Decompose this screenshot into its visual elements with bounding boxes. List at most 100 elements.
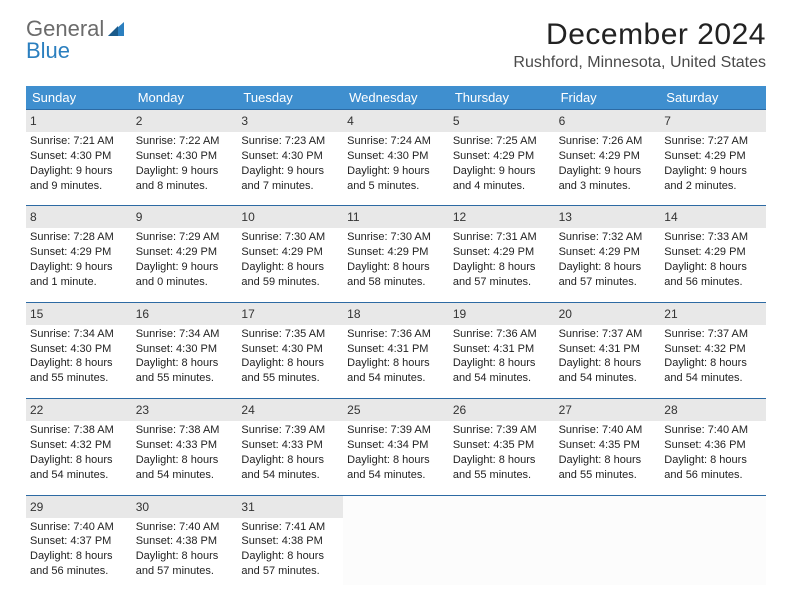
day-info: Sunrise: 7:23 AMSunset: 4:30 PMDaylight:… xyxy=(241,134,339,193)
sunrise-text: Sunrise: 7:28 AM xyxy=(30,230,128,245)
sunrise-text: Sunrise: 7:26 AM xyxy=(559,134,657,149)
sunrise-text: Sunrise: 7:36 AM xyxy=(347,327,445,342)
sunrise-text: Sunrise: 7:41 AM xyxy=(241,520,339,535)
day-number: 12 xyxy=(453,210,466,224)
day-number: 4 xyxy=(347,114,354,128)
sunrise-text: Sunrise: 7:40 AM xyxy=(664,423,762,438)
sunset-text: Sunset: 4:35 PM xyxy=(559,438,657,453)
sunrise-text: Sunrise: 7:38 AM xyxy=(30,423,128,438)
day-number-row: 9 xyxy=(132,206,238,228)
day-number: 7 xyxy=(664,114,671,128)
day-number-row: 8 xyxy=(26,206,132,228)
daylight-text: Daylight: 8 hours and 59 minutes. xyxy=(241,260,339,290)
brand-word2: Blue xyxy=(26,38,70,63)
day-number: 5 xyxy=(453,114,460,128)
day-number-row: 14 xyxy=(660,206,766,228)
sunrise-text: Sunrise: 7:30 AM xyxy=(241,230,339,245)
sunset-text: Sunset: 4:30 PM xyxy=(241,149,339,164)
day-number: 8 xyxy=(30,210,37,224)
day-number: 3 xyxy=(241,114,248,128)
sunset-text: Sunset: 4:29 PM xyxy=(241,245,339,260)
day-number: 2 xyxy=(136,114,143,128)
day-number-row: 3 xyxy=(237,110,343,132)
day-number: 30 xyxy=(136,500,149,514)
day-info: Sunrise: 7:41 AMSunset: 4:38 PMDaylight:… xyxy=(241,520,339,579)
day-info: Sunrise: 7:40 AMSunset: 4:38 PMDaylight:… xyxy=(136,520,234,579)
day-number-row: 4 xyxy=(343,110,449,132)
sunset-text: Sunset: 4:30 PM xyxy=(136,149,234,164)
daylight-text: Daylight: 8 hours and 55 minutes. xyxy=(241,356,339,386)
calendar-cell: 8Sunrise: 7:28 AMSunset: 4:29 PMDaylight… xyxy=(26,205,132,295)
day-number-row: 10 xyxy=(237,206,343,228)
day-number: 29 xyxy=(30,500,43,514)
day-number: 25 xyxy=(347,403,360,417)
day-number: 6 xyxy=(559,114,566,128)
daylight-text: Daylight: 9 hours and 2 minutes. xyxy=(664,164,762,194)
sunset-text: Sunset: 4:31 PM xyxy=(559,342,657,357)
daylight-text: Daylight: 8 hours and 54 minutes. xyxy=(453,356,551,386)
day-number-row: 15 xyxy=(26,303,132,325)
day-number: 31 xyxy=(241,500,254,514)
sunset-text: Sunset: 4:29 PM xyxy=(453,149,551,164)
page-title: December 2024 xyxy=(26,18,766,52)
sunrise-text: Sunrise: 7:37 AM xyxy=(559,327,657,342)
day-number-row: 7 xyxy=(660,110,766,132)
daylight-text: Daylight: 9 hours and 5 minutes. xyxy=(347,164,445,194)
calendar-cell: 10 Sunrise: 7:30 AMSunset: 4:29 PMDayligh… xyxy=(237,205,343,295)
sunrise-text: Sunrise: 7:39 AM xyxy=(347,423,445,438)
daylight-text: Daylight: 9 hours and 0 minutes. xyxy=(136,260,234,290)
day-number: 1 xyxy=(30,114,37,128)
sunset-text: Sunset: 4:31 PM xyxy=(347,342,445,357)
sunset-text: Sunset: 4:29 PM xyxy=(559,149,657,164)
daylight-text: Daylight: 9 hours and 7 minutes. xyxy=(241,164,339,194)
calendar-cell: 30 Sunrise: 7:40 AMSunset: 4:38 PMDayligh… xyxy=(132,495,238,585)
day-info: Sunrise: 7:40 AMSunset: 4:37 PMDaylight:… xyxy=(30,520,128,579)
day-info: Sunrise: 7:30 AMSunset: 4:29 PMDaylight:… xyxy=(347,230,445,289)
day-number: 14 xyxy=(664,210,677,224)
day-number-row: 13 xyxy=(555,206,661,228)
day-number-row: 24 xyxy=(237,399,343,421)
day-number-row: 27 xyxy=(555,399,661,421)
day-info: Sunrise: 7:37 AMSunset: 4:31 PMDaylight:… xyxy=(559,327,657,386)
day-number: 27 xyxy=(559,403,572,417)
day-number-row: 19 xyxy=(449,303,555,325)
sunset-text: Sunset: 4:30 PM xyxy=(347,149,445,164)
sunrise-text: Sunrise: 7:33 AM xyxy=(664,230,762,245)
calendar-cell: 12 Sunrise: 7:31 AMSunset: 4:29 PMDayligh… xyxy=(449,205,555,295)
sunrise-text: Sunrise: 7:40 AM xyxy=(30,520,128,535)
sunrise-text: Sunrise: 7:40 AM xyxy=(559,423,657,438)
day-number-row: 17 xyxy=(237,303,343,325)
daylight-text: Daylight: 8 hours and 54 minutes. xyxy=(347,356,445,386)
day-info: Sunrise: 7:40 AMSunset: 4:36 PMDaylight:… xyxy=(664,423,762,482)
day-info: Sunrise: 7:33 AMSunset: 4:29 PMDaylight:… xyxy=(664,230,762,289)
day-header: Wednesday xyxy=(343,86,449,109)
daylight-text: Daylight: 8 hours and 56 minutes. xyxy=(30,549,128,579)
day-number-row: 29 xyxy=(26,496,132,518)
day-info: Sunrise: 7:32 AMSunset: 4:29 PMDaylight:… xyxy=(559,230,657,289)
daylight-text: Daylight: 8 hours and 54 minutes. xyxy=(241,453,339,483)
calendar-cell: 19Sunrise: 7:36 AMSunset: 4:31 PMDayligh… xyxy=(449,302,555,392)
daylight-text: Daylight: 8 hours and 54 minutes. xyxy=(347,453,445,483)
calendar-cell: 11Sunrise: 7:30 AMSunset: 4:29 PMDayligh… xyxy=(343,205,449,295)
calendar-cell-empty xyxy=(660,495,766,585)
day-number-row: 28 xyxy=(660,399,766,421)
daylight-text: Daylight: 9 hours and 8 minutes. xyxy=(136,164,234,194)
day-number: 26 xyxy=(453,403,466,417)
day-info: Sunrise: 7:26 AMSunset: 4:29 PMDaylight:… xyxy=(559,134,657,193)
sunrise-text: Sunrise: 7:36 AM xyxy=(453,327,551,342)
sunrise-text: Sunrise: 7:37 AM xyxy=(664,327,762,342)
day-header: Sunday xyxy=(26,86,132,109)
calendar-grid: SundayMondayTuesdayWednesdayThursdayFrid… xyxy=(26,86,766,585)
sunset-text: Sunset: 4:36 PM xyxy=(664,438,762,453)
page-header: December 2024 Rushford, Minnesota, Unite… xyxy=(26,18,766,72)
day-header: Tuesday xyxy=(237,86,343,109)
day-number: 24 xyxy=(241,403,254,417)
day-number: 15 xyxy=(30,307,43,321)
sunset-text: Sunset: 4:37 PM xyxy=(30,534,128,549)
day-info: Sunrise: 7:31 AMSunset: 4:29 PMDaylight:… xyxy=(453,230,551,289)
calendar-cell: 3 Sunrise: 7:23 AMSunset: 4:30 PMDaylight… xyxy=(237,109,343,199)
day-info: Sunrise: 7:38 AMSunset: 4:32 PMDaylight:… xyxy=(30,423,128,482)
day-info: Sunrise: 7:39 AMSunset: 4:33 PMDaylight:… xyxy=(241,423,339,482)
daylight-text: Daylight: 8 hours and 58 minutes. xyxy=(347,260,445,290)
day-info: Sunrise: 7:37 AMSunset: 4:32 PMDaylight:… xyxy=(664,327,762,386)
